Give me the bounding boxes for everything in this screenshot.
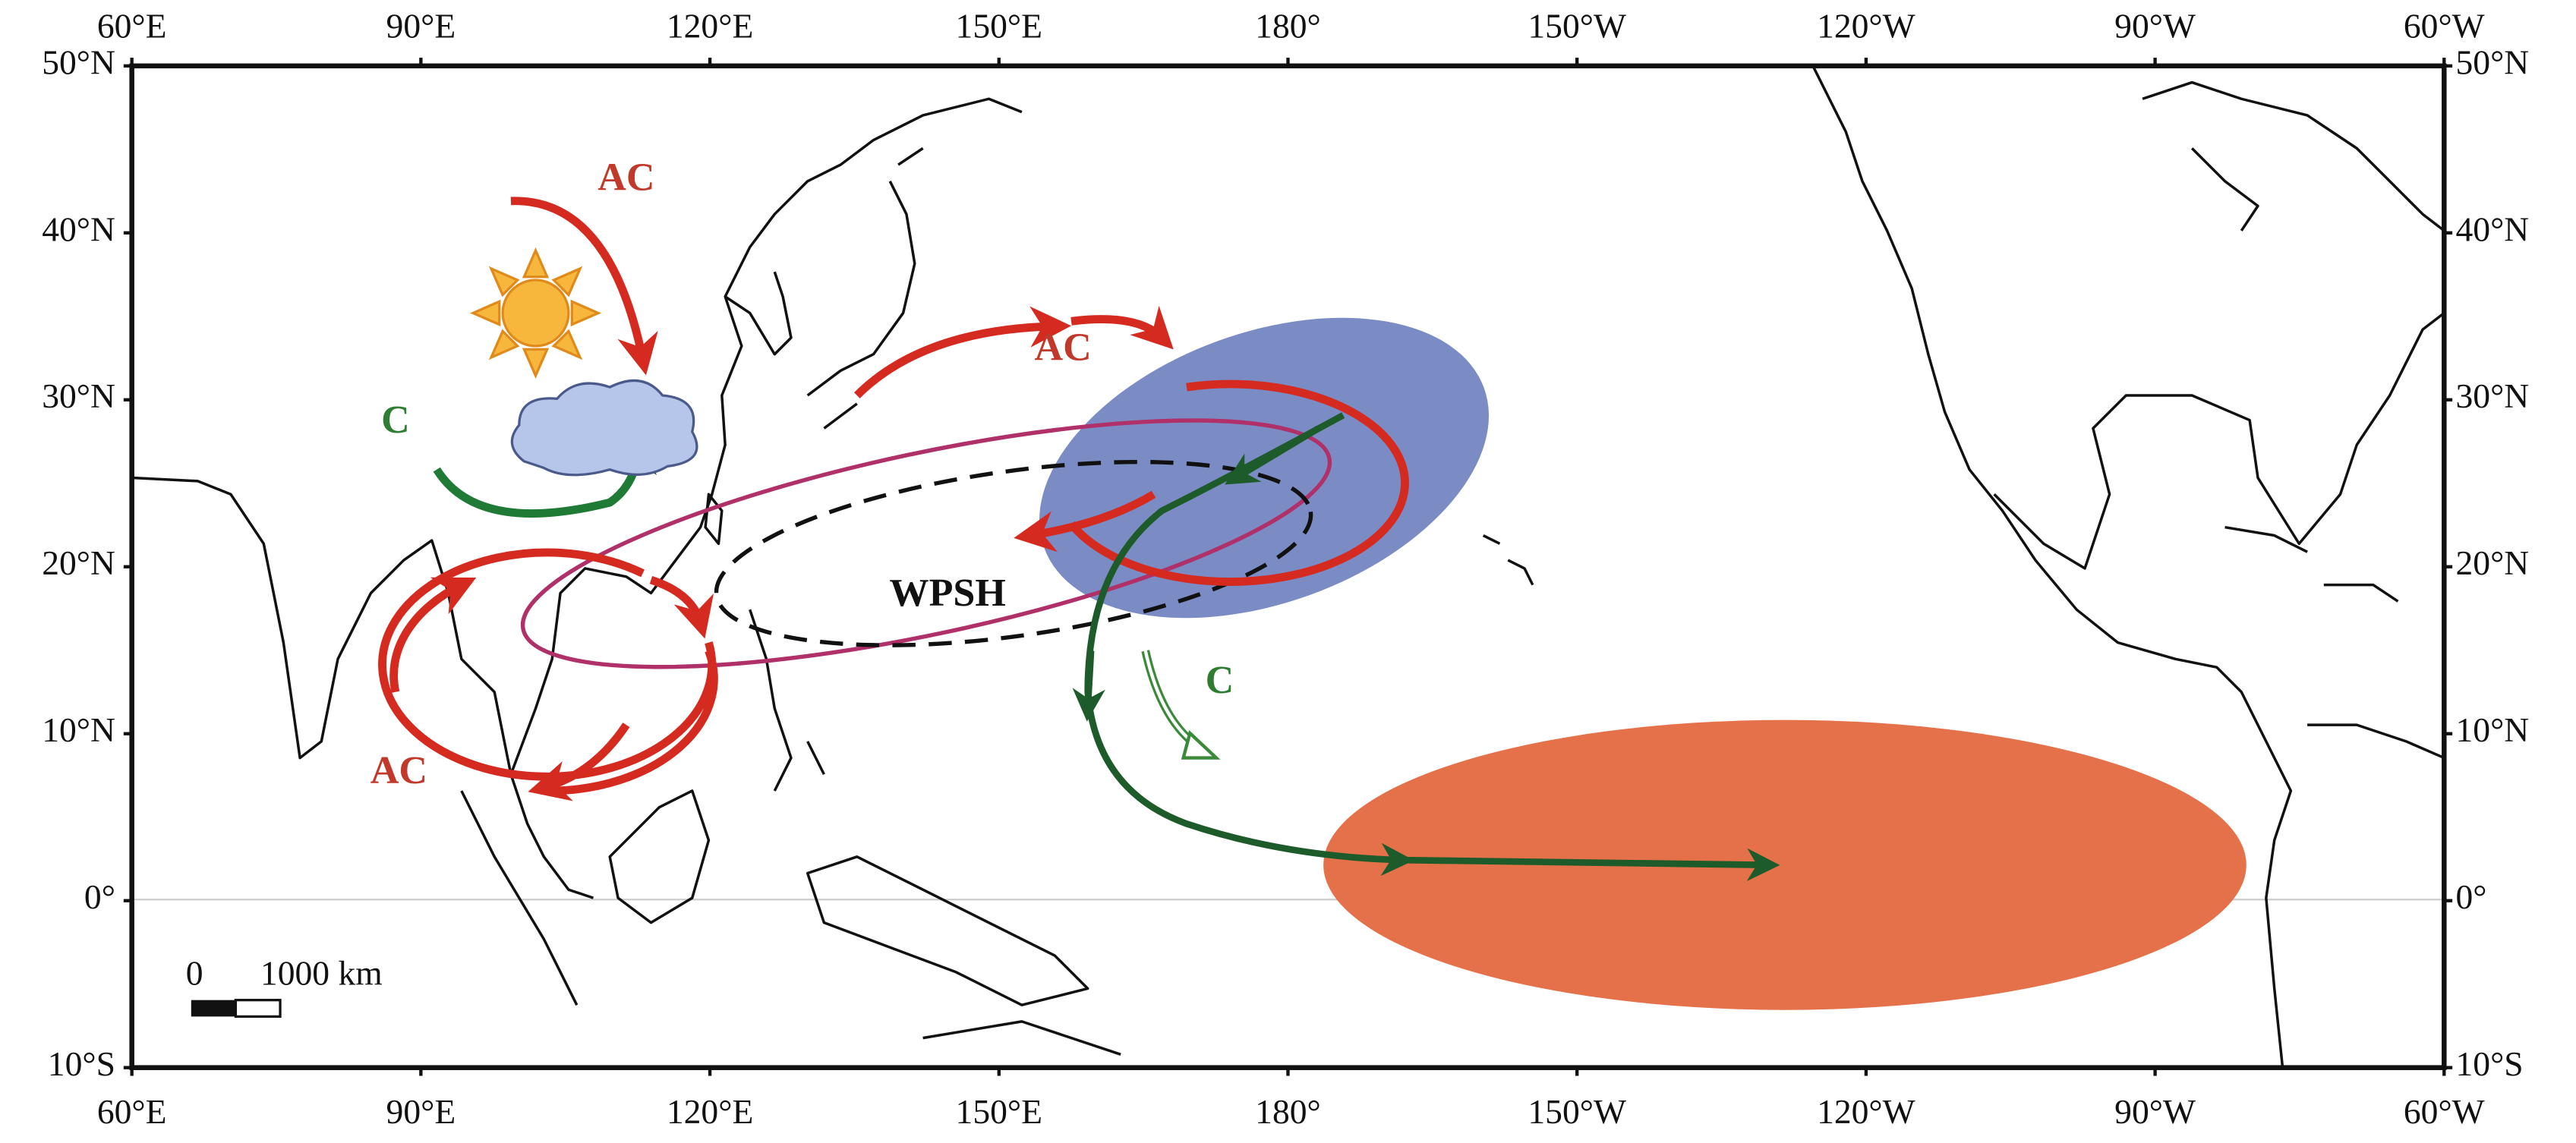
sun-icon	[469, 247, 602, 379]
lon-label-bottom: 90°E	[386, 1092, 456, 1131]
cloud-icon	[510, 379, 698, 477]
ac-arrow	[1014, 490, 1156, 553]
lat-label-left: 20°N	[42, 543, 115, 582]
lon-label-bottom: 120°W	[1817, 1092, 1915, 1131]
coast-korea	[724, 271, 793, 356]
map-body: AC AC AC C C WPSH 0 1000 km 60°E 60°E 90°E…	[42, 7, 2529, 1132]
lon-label-top: 60°E	[97, 7, 167, 46]
lat-label-right: 40°N	[2455, 209, 2529, 248]
label-ac: AC	[370, 749, 427, 792]
lat-label-left: 40°N	[42, 209, 115, 248]
lon-label-bottom: 60°W	[2404, 1092, 2485, 1131]
lat-label-right: 20°N	[2455, 543, 2529, 582]
ac-arrow	[528, 723, 630, 801]
coast-japan	[806, 146, 924, 430]
lon-label-bottom: 150°E	[956, 1092, 1042, 1131]
teleconnection-path	[1401, 848, 1780, 882]
cool-anomaly	[1039, 317, 1489, 619]
circulation-outline	[520, 418, 1332, 669]
ac-arrow	[853, 306, 1072, 398]
lat-label-left: 30°N	[42, 376, 115, 415]
ac-arrow	[649, 575, 714, 639]
coast-northeast	[2142, 80, 2445, 232]
lat-label-right: 50°N	[2455, 43, 2529, 81]
lat-label-right: 10°N	[2455, 710, 2529, 749]
coast-philippines	[749, 609, 825, 792]
lon-label-top: 120°E	[667, 7, 753, 46]
ac-loop-south	[378, 548, 718, 795]
coast-gulf	[1993, 312, 2445, 570]
lon-label-top: 150°W	[1528, 7, 1626, 46]
scale-start: 0	[186, 954, 203, 993]
wpsh-contour	[714, 459, 1313, 647]
label-ac: AC	[1035, 326, 1092, 369]
lon-label-bottom: 90°W	[2114, 1092, 2196, 1131]
coast-namerica	[1811, 65, 2293, 1068]
label-c: C	[1206, 659, 1234, 702]
coast-hawaii	[1482, 534, 1534, 586]
c-arrow	[433, 431, 657, 518]
lat-label-right: 10°S	[2455, 1044, 2523, 1083]
c-hollow-arrow-head	[1181, 729, 1221, 760]
lon-label-bottom: 150°W	[1528, 1092, 1626, 1131]
coastlines	[131, 65, 2445, 1068]
lon-label-top: 90°E	[386, 7, 456, 46]
ac-loop-center	[1067, 379, 1409, 586]
coast-caribbean	[2224, 525, 2445, 760]
lon-label-bottom: 120°E	[667, 1092, 753, 1131]
coast-asia	[131, 97, 1023, 776]
lat-label-left: 10°N	[42, 710, 115, 749]
ac-arrow	[510, 197, 658, 376]
scale-bar-dark	[191, 1000, 236, 1017]
lat-label-left: 0°	[84, 877, 115, 916]
lat-label-left: 10°S	[48, 1044, 115, 1083]
scale-length: 1000 km	[260, 954, 383, 993]
coast-borneo	[608, 789, 711, 924]
coast-newguinea	[806, 855, 1121, 1056]
ac-arrow	[389, 577, 477, 693]
lat-label-left: 50°N	[42, 43, 115, 81]
teleconnection-arrow	[1225, 425, 1320, 485]
teleconnection-arrow	[1072, 650, 1105, 722]
lon-label-bottom: 60°E	[97, 1092, 167, 1131]
lon-label-top: 90°W	[2114, 7, 2196, 46]
lat-label-right: 0°	[2455, 877, 2486, 916]
warm-anomaly	[1323, 719, 2247, 1010]
lat-label-right: 30°N	[2455, 376, 2529, 415]
label-c: C	[381, 398, 410, 442]
lon-label-bottom: 180°	[1255, 1092, 1321, 1131]
lon-label-top: 120°W	[1817, 7, 1915, 46]
lon-label-top: 180°	[1255, 7, 1321, 46]
coast-malay	[460, 773, 594, 1006]
lon-label-top: 60°W	[2404, 7, 2485, 46]
label-wpsh: WPSH	[890, 572, 1006, 615]
scale-bar-light	[234, 999, 282, 1019]
ac-arrow	[1070, 305, 1174, 350]
lon-label-top: 150°E	[956, 7, 1042, 46]
label-ac: AC	[597, 156, 654, 200]
